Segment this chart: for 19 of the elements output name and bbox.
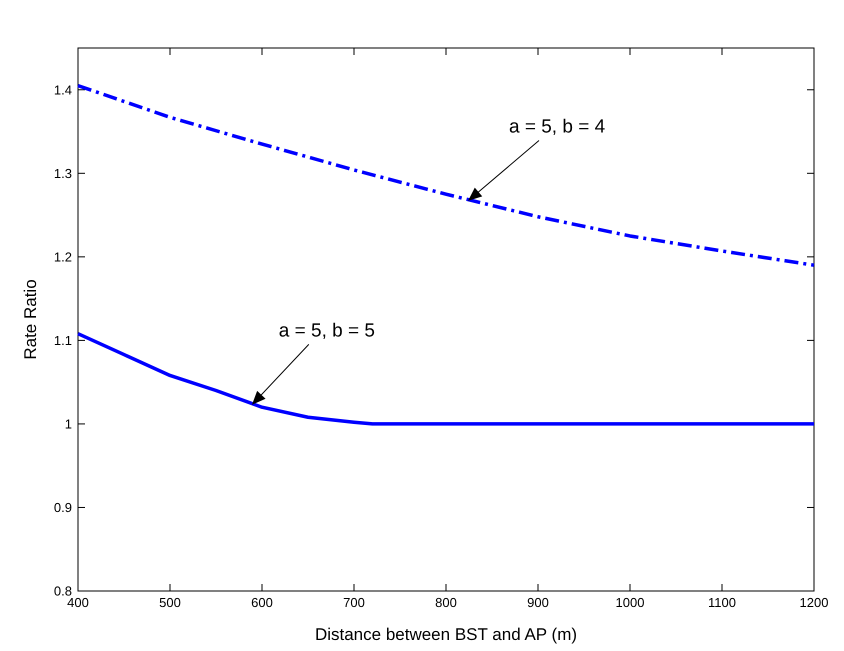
y-tick-label: 1 bbox=[64, 416, 72, 432]
annotation: a = 5, b = 5 bbox=[278, 320, 375, 342]
y-tick-label: 1.1 bbox=[54, 332, 72, 348]
x-tick-label: 900 bbox=[527, 595, 549, 610]
x-tick-label: 1100 bbox=[708, 595, 736, 610]
annotation: a = 5, b = 4 bbox=[509, 116, 606, 138]
x-tick-label: 700 bbox=[343, 595, 365, 610]
y-tick-label: 1.2 bbox=[54, 249, 72, 264]
x-tick-label: 1000 bbox=[616, 595, 644, 610]
x-tick-label: 800 bbox=[435, 595, 457, 610]
x-tick-label: 1200 bbox=[800, 595, 828, 610]
y-tick-label: 0.9 bbox=[54, 500, 72, 516]
x-tick-label: 500 bbox=[159, 595, 181, 610]
y-axis-title: Rate Ratio bbox=[21, 279, 40, 360]
x-tick-label: 600 bbox=[251, 595, 273, 610]
line-series bbox=[76, 84, 816, 267]
y-tick-label: 1.3 bbox=[54, 166, 72, 181]
x-axis-title: Distance between BST and AP (m) bbox=[314, 625, 578, 644]
y-tick-label: 1.4 bbox=[54, 82, 72, 98]
